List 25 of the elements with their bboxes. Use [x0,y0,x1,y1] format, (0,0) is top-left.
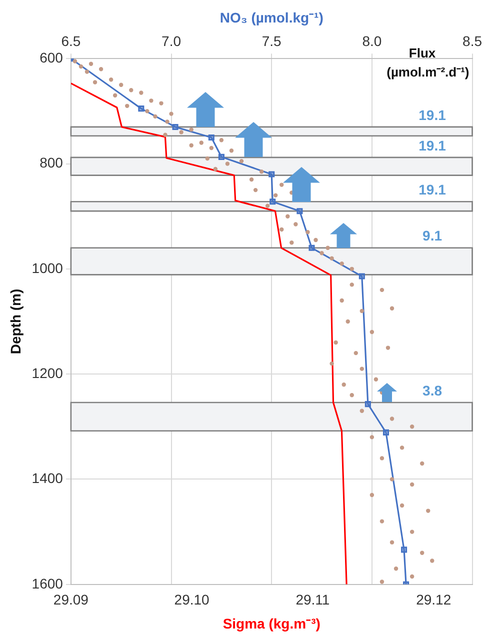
x-tick-label: 29.11 [296,592,330,608]
x2-tick-label: 7.5 [262,33,282,50]
y-tick-label: 600 [40,49,64,66]
band-label: 3.8 [422,382,442,398]
x-tick-label: 29.10 [174,592,210,608]
y-tick-label: 1400 [32,470,64,486]
x-tick-label: 29.12 [416,592,452,608]
x2-axis-title: NO₃ (µmol.kg⁻¹) [220,9,324,26]
annotation: (µmol.m⁻².d⁻¹) [386,64,470,80]
x2-tick-label: 8.5 [462,33,482,50]
y-tick-label: 1200 [32,364,64,381]
y-tick-label: 800 [40,154,64,171]
band-label: 19.1 [418,106,446,123]
x-tick-label: 29.09 [53,592,89,608]
x2-tick-label: 6.5 [61,33,81,50]
x-axis-title: Sigma (kg.m⁻³) [222,615,320,632]
y-tick-label: 1000 [32,260,64,276]
band-label: 9.1 [422,228,442,244]
y-tick-label: 1600 [32,575,64,592]
annotation: Flux [408,46,436,61]
band-label: 19.1 [418,181,446,198]
band-label: 19.1 [418,137,446,154]
x2-tick-label: 7.0 [162,33,182,50]
y-axis-title: Depth (m) [7,288,24,354]
x2-tick-label: 8.0 [362,33,382,50]
